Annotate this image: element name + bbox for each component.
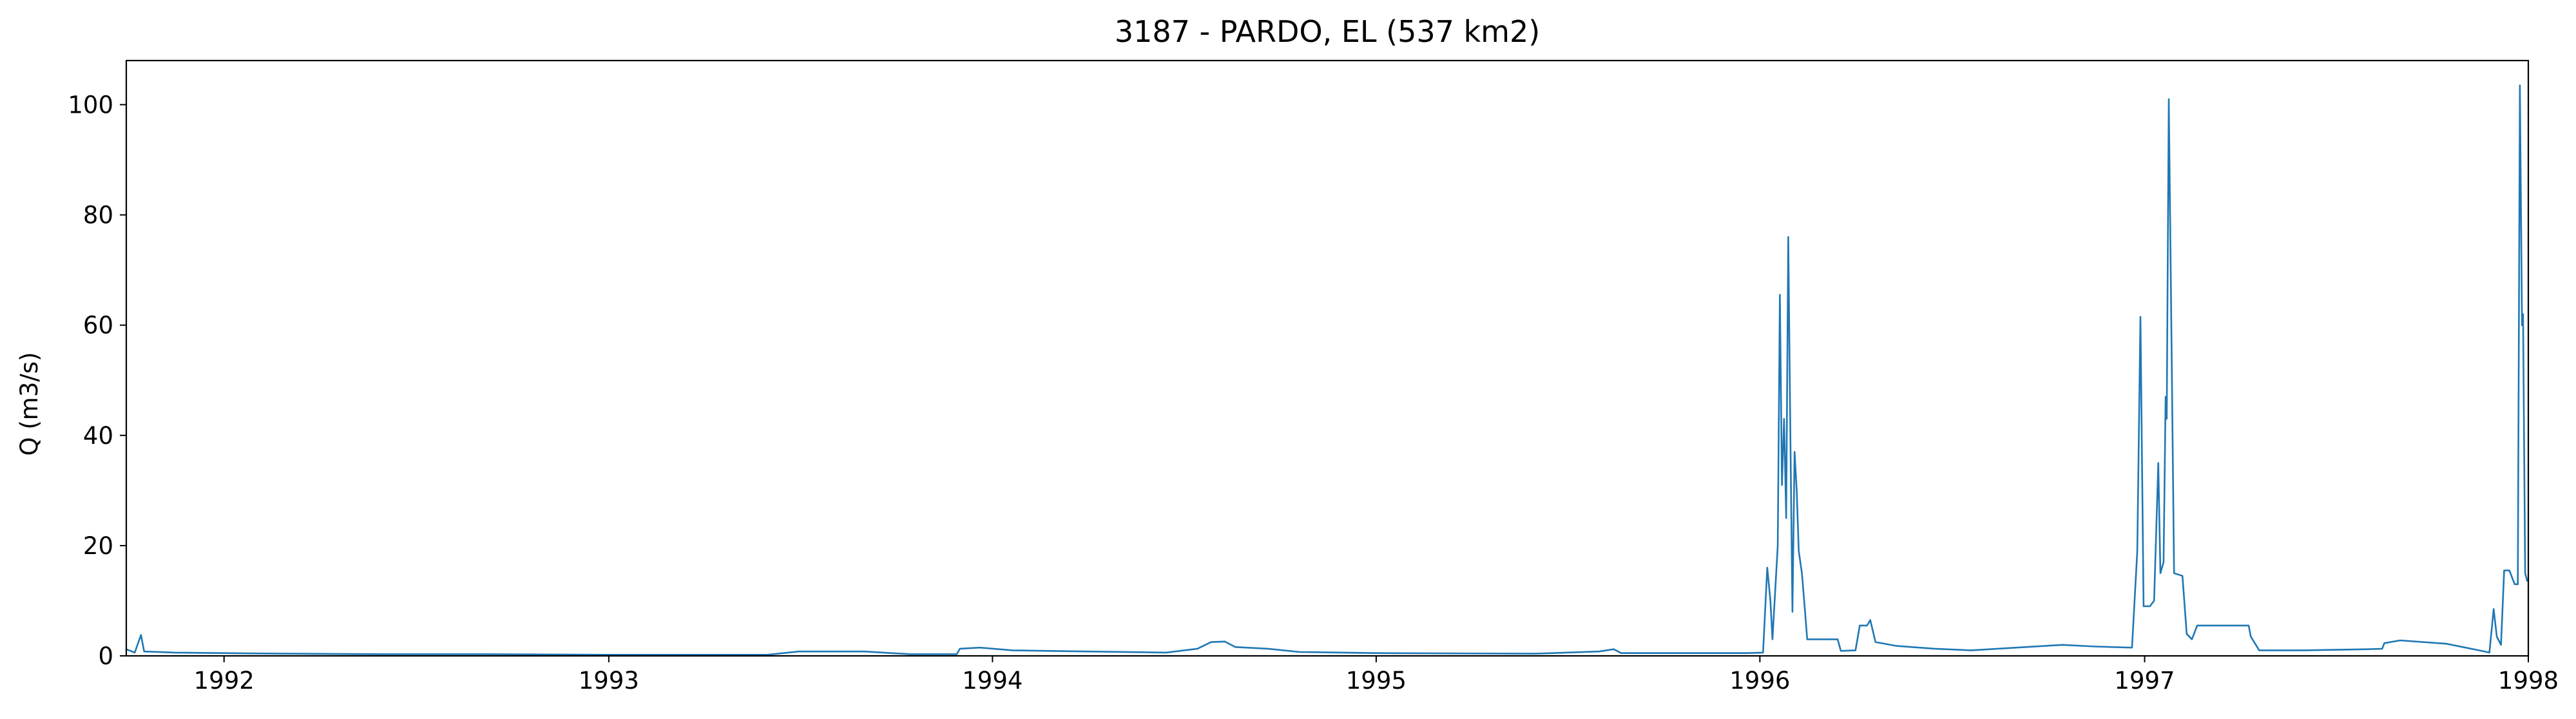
y-axis: 0 20 40 60 80 100: [68, 91, 126, 670]
x-tick-label: 1998: [2498, 667, 2559, 695]
x-tick-label: 1996: [1729, 667, 1790, 695]
y-tick-label: 80: [83, 202, 113, 229]
x-tick-label: 1995: [1346, 667, 1407, 695]
y-tick-label: 60: [83, 312, 113, 340]
series-line-0: [126, 84, 2528, 656]
y-tick-label: 20: [83, 532, 113, 560]
axes-frame: [125, 59, 2530, 657]
x-axis: 1992 1993 1994 1995 1996 1997 1998: [194, 656, 2559, 695]
chart-title: 3187 - PARDO, EL (537 km2): [1115, 14, 1540, 49]
plot-area: [126, 84, 2528, 656]
y-tick-label: 40: [83, 422, 113, 450]
x-tick-label: 1993: [579, 667, 639, 695]
x-tick-label: 1992: [194, 667, 255, 695]
y-axis-label: Q (m3/s): [15, 352, 43, 455]
y-tick-label: 0: [98, 642, 113, 670]
x-tick-label: 1994: [962, 667, 1023, 695]
x-tick-label: 1997: [2114, 667, 2175, 695]
y-tick-label: 100: [68, 91, 113, 119]
